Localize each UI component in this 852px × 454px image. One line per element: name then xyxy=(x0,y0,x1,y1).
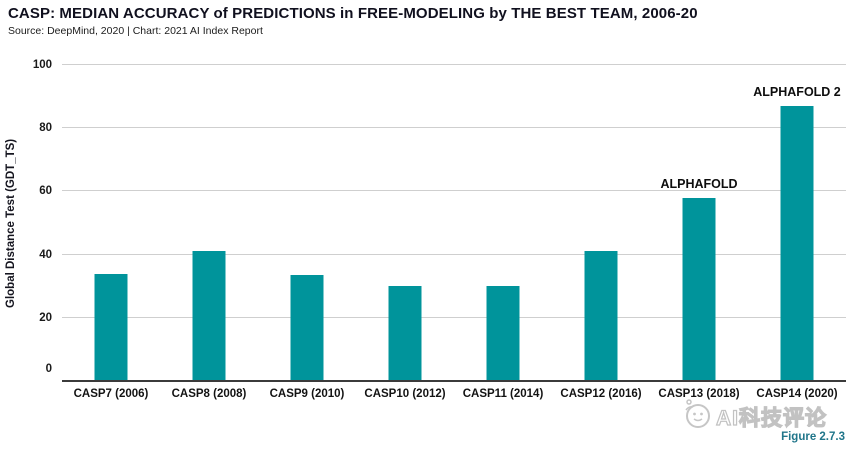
bar-slot: CASP13 (2018) ALPHAFOLD xyxy=(650,65,748,400)
x-tick-label: CASP7 (2006) xyxy=(73,388,149,400)
x-tick-label: CASP9 (2010) xyxy=(269,388,345,400)
y-tick-label: 20 xyxy=(39,311,52,324)
x-axis-line xyxy=(62,380,846,382)
bar-slot: CASP8 (2008) xyxy=(160,65,258,400)
gridline xyxy=(62,253,846,255)
plot-area: CASP7 (2006) CASP8 (2008) CASP9 (2010) CASP… xyxy=(62,64,846,400)
bar xyxy=(486,286,520,381)
gridline xyxy=(62,64,846,65)
gridline xyxy=(62,190,846,192)
x-tick-label: CASP14 (2020) xyxy=(756,388,838,400)
bar xyxy=(94,273,128,381)
bar-slot: CASP9 (2010) xyxy=(258,65,356,400)
bar-slot: CASP14 (2020) ALPHAFOLD 2 xyxy=(748,65,846,400)
gridline xyxy=(62,127,846,129)
y-tick-label: 60 xyxy=(39,185,52,198)
bar xyxy=(290,275,324,381)
bar-annotation: ALPHAFOLD xyxy=(660,176,738,191)
bar-slot: CASP11 (2014) xyxy=(454,65,552,400)
x-tick-label: CASP8 (2008) xyxy=(171,388,247,400)
y-tick-label: 80 xyxy=(39,122,52,135)
gridline xyxy=(62,316,846,318)
chart-source-line: Source: DeepMind, 2020 | Chart: 2021 AI … xyxy=(8,25,263,37)
watermark: AI科技评论 xyxy=(682,398,827,435)
watermark-text: AI科技评论 xyxy=(715,406,827,430)
x-tick-label: CASP11 (2014) xyxy=(462,388,544,400)
x-tick-label: CASP10 (2012) xyxy=(364,388,446,400)
y-tick-label: 0 xyxy=(45,363,52,375)
y-axis-tick-labels: 0 20 40 60 80 100 xyxy=(0,59,52,381)
bar xyxy=(192,251,226,381)
x-tick-label: CASP12 (2016) xyxy=(560,388,642,400)
bar-slot: CASP10 (2012) xyxy=(356,65,454,400)
bar xyxy=(388,286,422,381)
bar xyxy=(780,106,814,381)
x-tick-label: CASP13 (2018) xyxy=(658,388,740,400)
y-tick-label: 100 xyxy=(32,59,52,71)
y-tick-label: 40 xyxy=(39,248,52,261)
bars-container: CASP7 (2006) CASP8 (2008) CASP9 (2010) CASP… xyxy=(62,65,846,400)
bar-annotation: ALPHAFOLD 2 xyxy=(753,85,841,100)
figure-caption: Figure 2.7.3 xyxy=(781,431,845,443)
chart-title: CASP: MEDIAN ACCURACY of PREDICTIONS in … xyxy=(8,5,698,22)
watermark-logo-icon xyxy=(682,398,712,435)
bar-slot: CASP7 (2006) xyxy=(62,65,160,400)
bar xyxy=(584,251,618,381)
bar xyxy=(682,197,716,381)
bar-slot: CASP12 (2016) xyxy=(552,65,650,400)
